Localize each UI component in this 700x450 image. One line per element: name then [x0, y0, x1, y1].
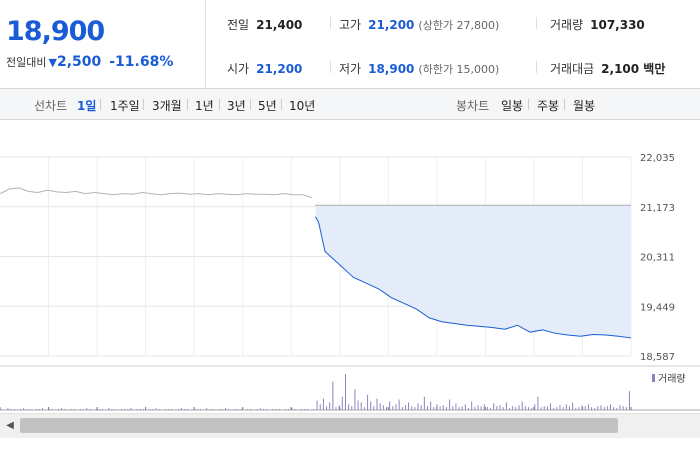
- divider: [330, 61, 331, 73]
- summary-grid: 전일 21,400 고가 21,200 (상한가 27,800) 거래량 107,330…: [206, 0, 700, 88]
- divider: [219, 99, 220, 110]
- change-value: 2,500: [56, 54, 102, 70]
- tab-3y[interactable]: 3년: [227, 99, 246, 113]
- amount-value: 2,100 백만: [601, 62, 666, 76]
- divider: [330, 17, 331, 29]
- tab-monthly[interactable]: 월봉: [573, 99, 596, 113]
- divider: [250, 99, 251, 110]
- prev-close-value: 21,400: [256, 18, 303, 32]
- divider: [528, 99, 529, 110]
- high-label: 고가: [339, 18, 362, 32]
- change-percent: -11.68%: [109, 54, 174, 70]
- divider: [564, 99, 565, 110]
- price-line-today: [315, 216, 632, 339]
- low: 저가 18,900 (하한가 15,000): [339, 60, 499, 77]
- y-tick-label: 20,311: [640, 253, 675, 264]
- low-label: 저가: [339, 62, 362, 76]
- price-chart: 22,035 21,173 20,311 19,449 18,587 거래량: [0, 153, 700, 411]
- tab-3m[interactable]: 3개월: [152, 99, 182, 113]
- divider: [281, 99, 282, 110]
- divider: [536, 61, 537, 73]
- open-label: 시가: [227, 62, 250, 76]
- y-tick-label: 19,449: [640, 302, 675, 313]
- tab-5y[interactable]: 5년: [258, 99, 277, 113]
- volume-value: 107,330: [590, 18, 645, 32]
- chart-tabs: 선차트 1일 1주일 3개월 1년 3년 5년 10년 봉차트 일봉 주봉 월봉: [0, 89, 700, 120]
- area-fill: [315, 205, 631, 338]
- tab-1d[interactable]: 1일: [77, 99, 97, 113]
- scroll-left-icon[interactable]: ◀: [6, 420, 14, 431]
- tab-1w[interactable]: 1주일: [110, 99, 140, 113]
- open: 시가 21,200: [227, 60, 302, 77]
- prev-close-label: 전일: [227, 18, 250, 32]
- volume-legend-swatch: [652, 374, 655, 382]
- y-tick-label: 18,587: [640, 352, 675, 363]
- amount: 거래대금 2,100 백만: [550, 60, 665, 77]
- candle-chart-label: 봉차트: [456, 99, 490, 113]
- open-value: 21,200: [256, 62, 303, 76]
- down-triangle-icon: ▼: [48, 56, 57, 69]
- volume-legend-label: 거래량: [658, 373, 686, 385]
- chart-scrollbar[interactable]: ◀: [0, 413, 700, 438]
- amount-label: 거래대금: [550, 62, 595, 76]
- high-value: 21,200: [368, 18, 415, 32]
- tab-daily[interactable]: 일봉: [501, 99, 524, 113]
- prev-close: 전일 21,400: [227, 16, 302, 33]
- high: 고가 21,200 (상한가 27,800): [339, 16, 499, 33]
- volume-label: 거래량: [550, 18, 584, 32]
- current-price: 18,900: [6, 16, 105, 47]
- y-tick-label: 21,173: [640, 203, 675, 214]
- divider: [536, 17, 537, 29]
- price-line-previous: [0, 187, 313, 199]
- change-label: 전일대비: [6, 56, 47, 69]
- divider: [187, 99, 188, 110]
- divider: [143, 99, 144, 110]
- quote-header: 18,900 전일대비 ▼2,500 -11.68% 전일 21,400 고가 21,2…: [0, 0, 700, 89]
- tab-1y[interactable]: 1년: [195, 99, 214, 113]
- tab-10y[interactable]: 10년: [289, 99, 316, 113]
- tab-weekly[interactable]: 주봉: [537, 99, 560, 113]
- change-row: 전일대비 ▼2,500 -11.68%: [6, 54, 173, 70]
- volume: 거래량 107,330: [550, 16, 645, 33]
- low-value: 18,900: [368, 62, 415, 76]
- upper-limit: (상한가 27,800): [418, 19, 500, 32]
- lower-limit: (하한가 15,000): [418, 63, 500, 76]
- price-summary: 18,900 전일대비 ▼2,500 -11.68%: [0, 0, 206, 88]
- scroll-thumb[interactable]: [20, 418, 618, 433]
- y-tick-label: 22,035: [640, 153, 675, 164]
- line-chart-label: 선차트: [34, 99, 68, 113]
- divider: [100, 99, 101, 110]
